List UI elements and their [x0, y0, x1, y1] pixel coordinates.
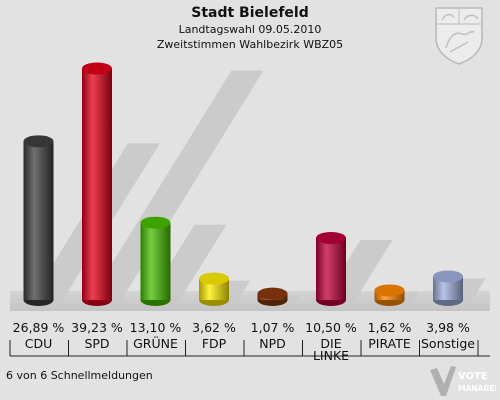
logo-text-manager: MANAGER — [458, 384, 496, 393]
category-label-die-linke: LINKE — [313, 348, 349, 363]
bar-gr-ne — [140, 222, 171, 300]
bar-die-linke — [316, 238, 346, 300]
value-label-die-linke: 10,50 % — [305, 320, 357, 335]
category-label-cdu: CDU — [25, 336, 53, 351]
chart-title: Stadt Bielefeld — [191, 5, 309, 21]
bar-top-spd — [82, 62, 112, 75]
bar-top-cdu — [23, 135, 54, 148]
category-label-sonstige: Sonstige — [421, 336, 475, 351]
category-label-die-linke: DIE — [320, 336, 341, 351]
category-label-gr-ne: GRÜNE — [133, 335, 178, 351]
chart-floor — [10, 291, 490, 311]
chart-subtitle-district: Zweitstimmen Wahlbezirk WBZ05 — [156, 38, 344, 51]
logo-text-vote: VOTE — [458, 371, 488, 382]
bar-sonstige — [433, 276, 463, 300]
bar-top-sonstige — [433, 270, 463, 283]
bar-top-gr-ne — [140, 216, 171, 229]
bar-spd — [82, 68, 112, 300]
value-label-npd: 1,07 % — [251, 320, 295, 335]
nrw-coat-of-arms-icon — [435, 7, 483, 65]
bar-top-die-linke — [316, 232, 346, 245]
category-label-pirate: PIRATE — [368, 336, 411, 351]
bar-top-npd — [257, 287, 288, 300]
value-label-cdu: 26,89 % — [13, 320, 65, 335]
votemanager-logo-icon: VOTE MANAGER — [430, 366, 496, 396]
value-label-spd: 39,23 % — [71, 320, 123, 335]
bar-shadow-spd — [88, 70, 264, 302]
category-label-spd: SPD — [84, 336, 109, 351]
value-label-pirate: 1,62 % — [368, 320, 412, 335]
category-label-fdp: FDP — [202, 336, 227, 351]
value-label-gr-ne: 13,10 % — [130, 320, 182, 335]
chart-subtitle-election: Landtagswahl 09.05.2010 — [178, 23, 322, 36]
bar-fdp — [199, 278, 229, 300]
category-label-npd: NPD — [259, 336, 286, 351]
value-label-sonstige: 3,98 % — [426, 320, 470, 335]
value-label-fdp: 3,62 % — [192, 320, 236, 335]
bar-cdu — [23, 141, 54, 300]
bar-top-pirate — [374, 284, 405, 297]
bar-top-fdp — [199, 272, 229, 285]
footer-note: 6 von 6 Schnellmeldungen — [6, 369, 153, 382]
